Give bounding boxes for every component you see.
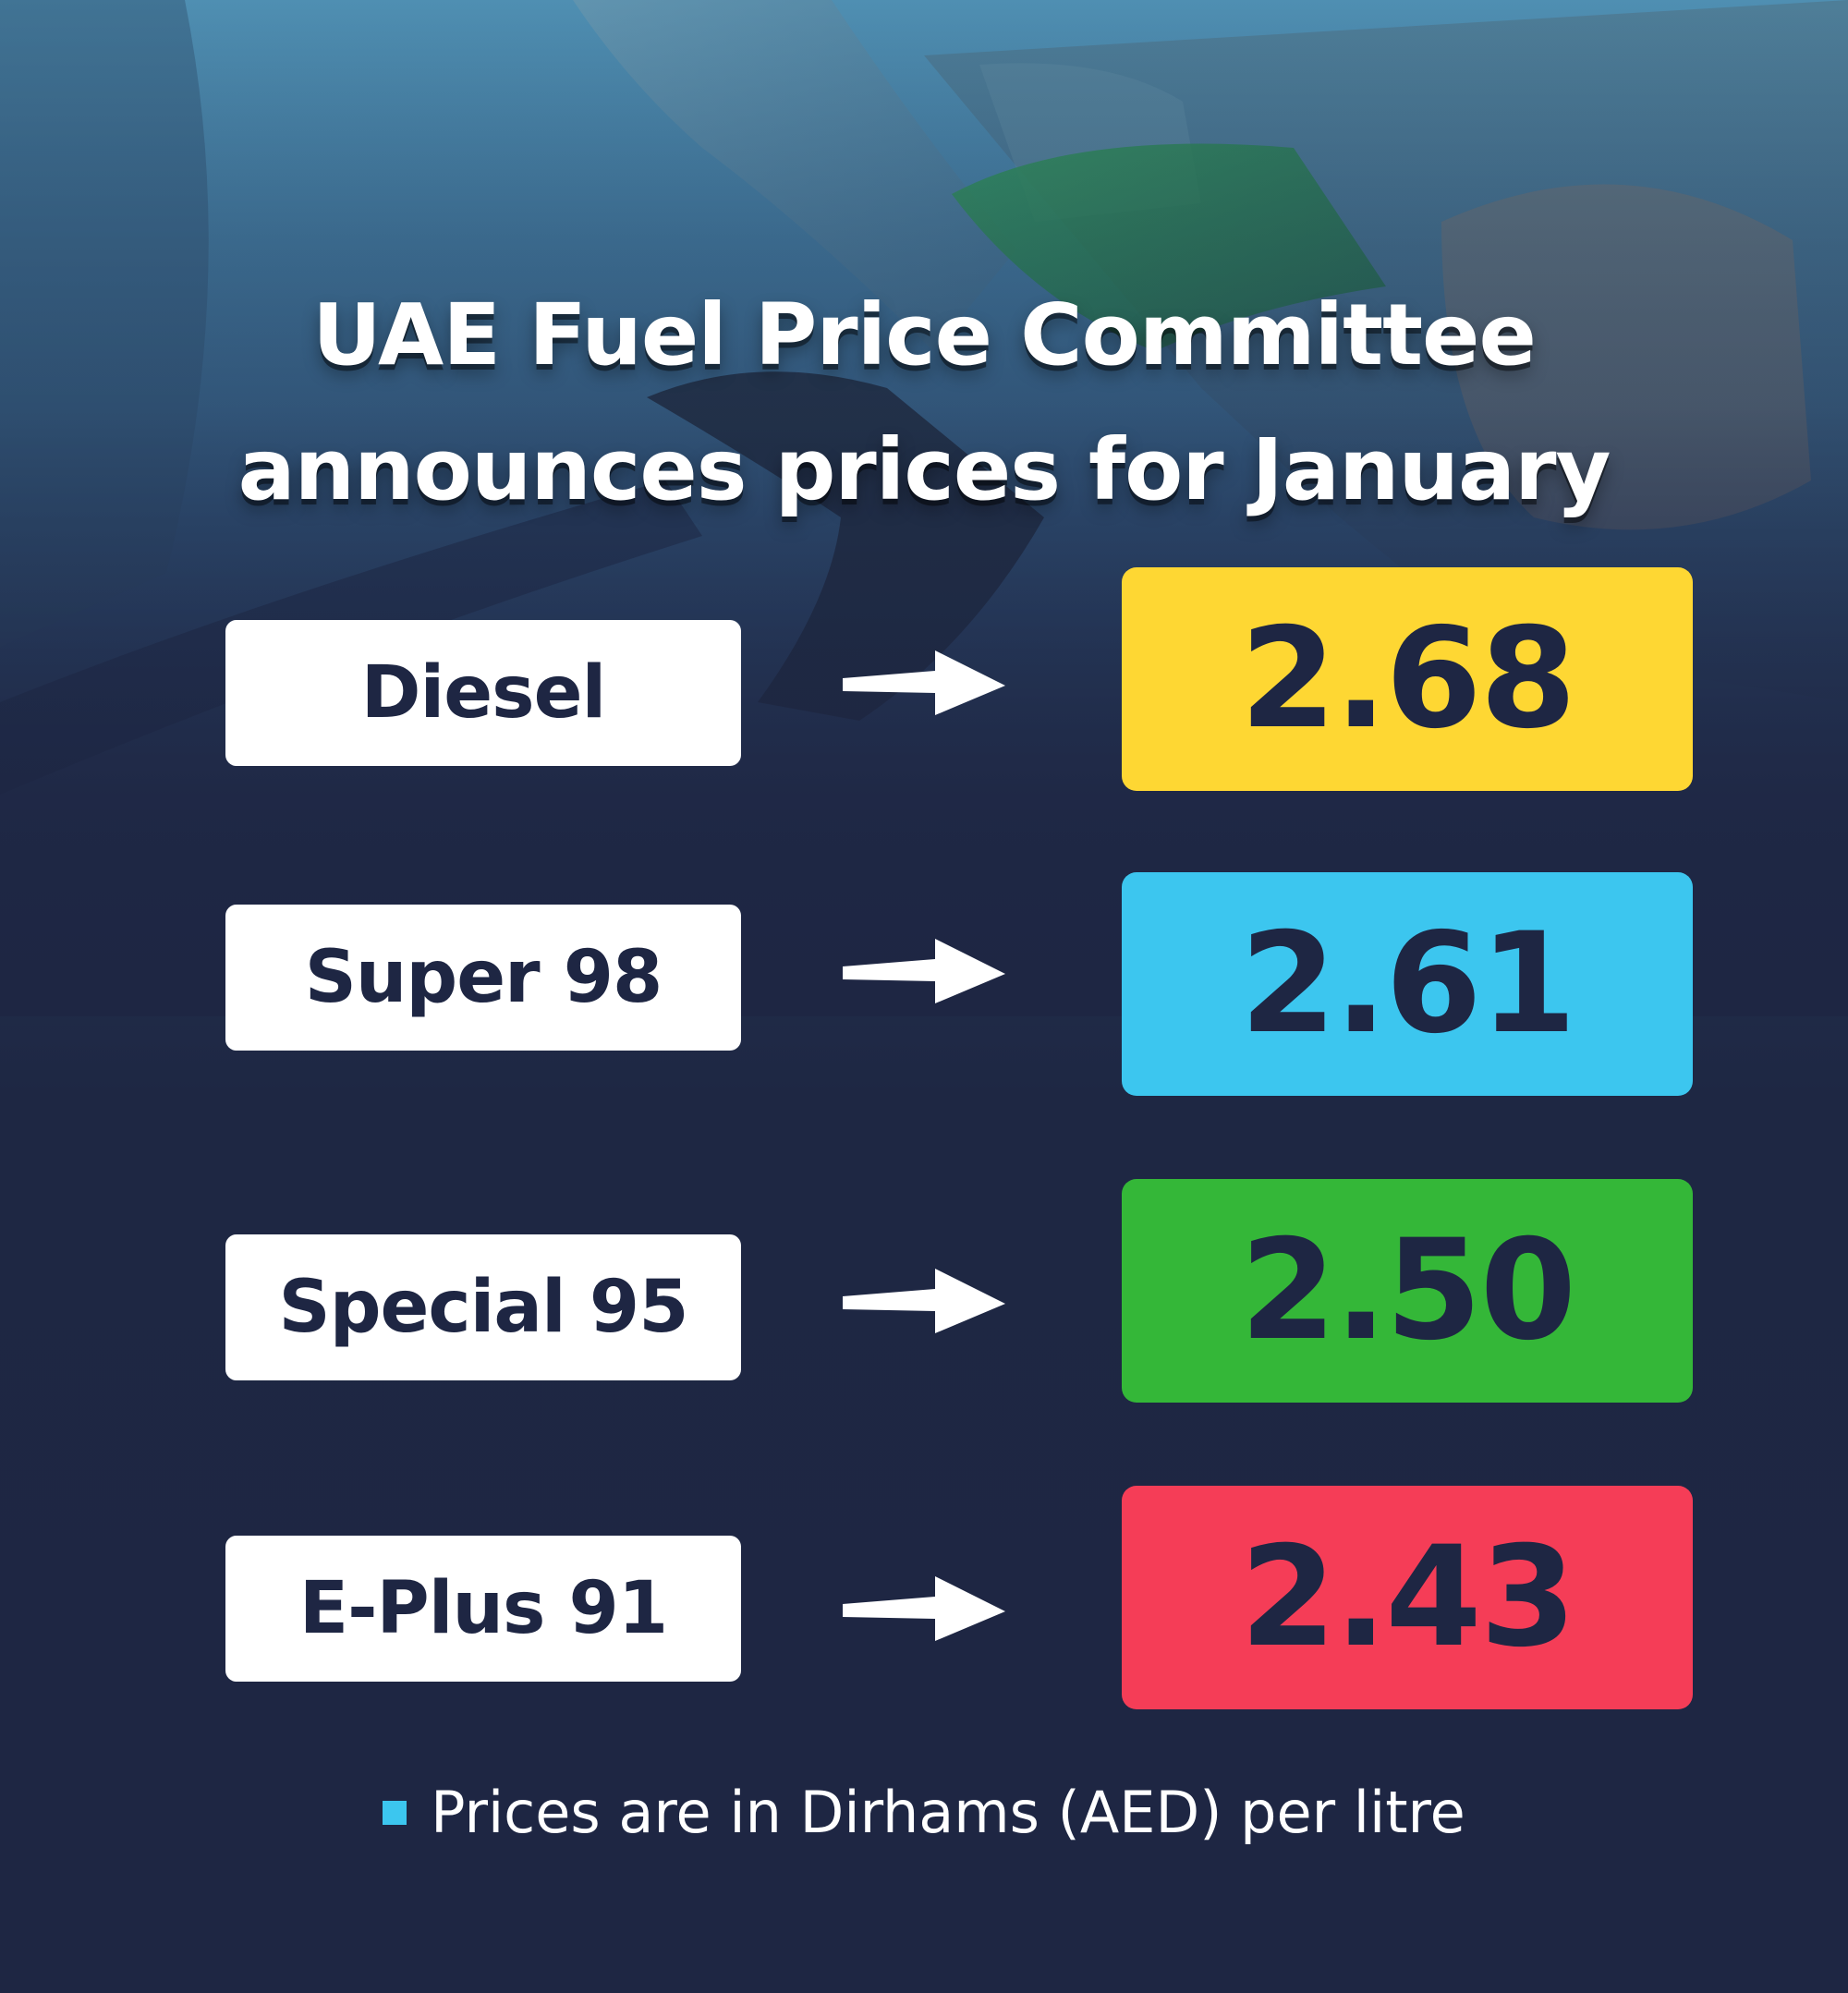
arrow-right-icon: [843, 939, 1005, 1003]
fuel-row-special-95: Special 95 2.50: [0, 1179, 1848, 1410]
title-line-2: announces prices for January: [237, 420, 1611, 519]
footnote-text: Prices are in Dirhams (AED) per litre: [431, 1779, 1465, 1846]
arrow-right-icon: [843, 1269, 1005, 1333]
price-diesel: 2.68: [1122, 567, 1693, 791]
arrow-right-icon: [843, 650, 1005, 715]
footnote: Prices are in Dirhams (AED) per litre: [0, 1779, 1848, 1846]
price-e-plus-91: 2.43: [1122, 1486, 1693, 1709]
fuel-name-super-98: Super 98: [225, 905, 741, 1051]
fuel-row-e-plus-91: E-Plus 91 2.43: [0, 1486, 1848, 1717]
background-gradient-overlay: [0, 0, 1848, 1016]
title-line-1: UAE Fuel Price Committee: [312, 286, 1537, 384]
fuel-row-super-98: Super 98 2.61: [0, 872, 1848, 1103]
square-bullet-icon: [383, 1800, 407, 1825]
fuel-name-diesel: Diesel: [225, 620, 741, 766]
page-title: UAE Fuel Price Committee announces price…: [0, 268, 1848, 538]
fuel-name-e-plus-91: E-Plus 91: [225, 1536, 741, 1682]
price-special-95: 2.50: [1122, 1179, 1693, 1403]
price-super-98: 2.61: [1122, 872, 1693, 1096]
arrow-right-icon: [843, 1576, 1005, 1641]
fuel-name-special-95: Special 95: [225, 1234, 741, 1380]
fuel-row-diesel: Diesel 2.68: [0, 565, 1848, 796]
